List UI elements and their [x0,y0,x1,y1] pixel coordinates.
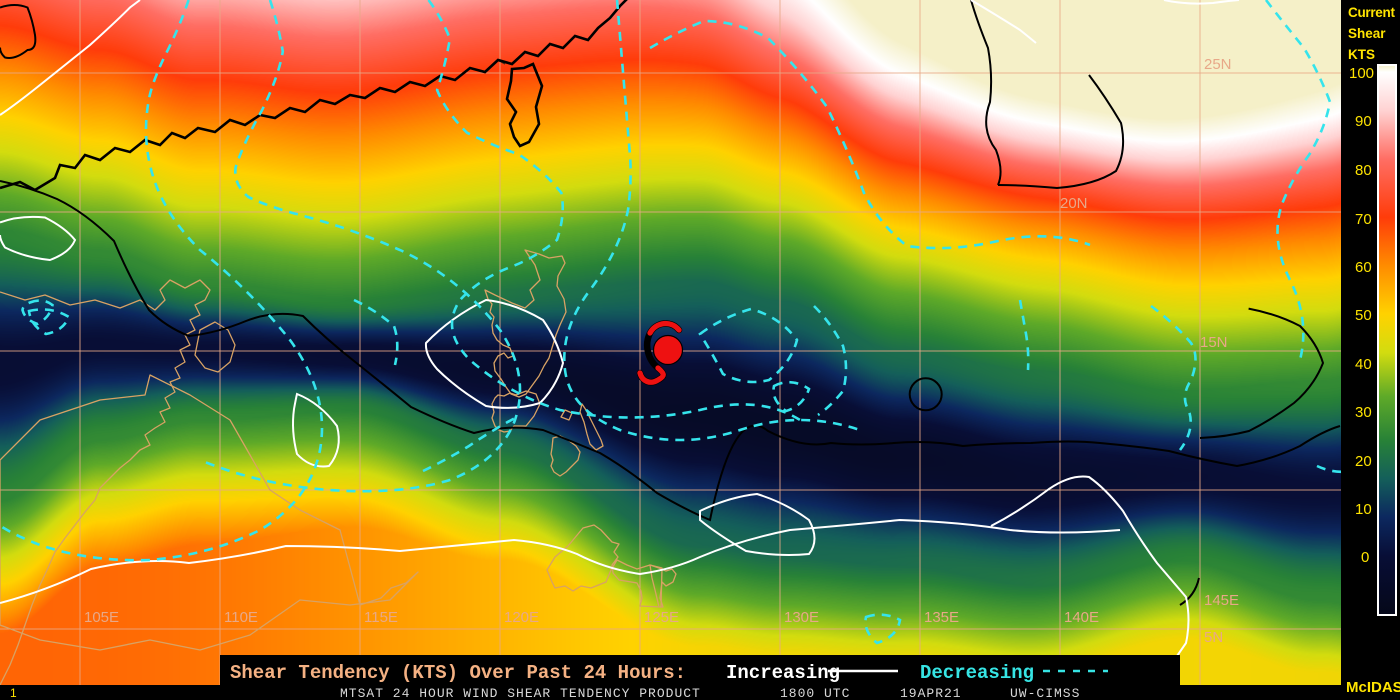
svg-text:90: 90 [1355,113,1372,130]
svg-text:5N: 5N [1204,629,1223,646]
svg-text:McIDAS: McIDAS [1346,679,1400,696]
svg-text:130E: 130E [784,609,819,626]
svg-text:105E: 105E [84,609,119,626]
svg-text:10: 10 [1355,501,1372,518]
svg-text:KTS: KTS [1348,47,1375,62]
svg-text:Increasing: Increasing [726,662,840,684]
svg-text:25N: 25N [1204,56,1232,73]
svg-text:1800 UTC: 1800 UTC [780,686,850,700]
svg-text:110E: 110E [224,609,258,626]
svg-text:1: 1 [10,686,17,700]
svg-text:Decreasing: Decreasing [920,662,1034,684]
svg-text:70: 70 [1355,211,1372,228]
svg-text:UW-CIMSS: UW-CIMSS [1010,686,1080,700]
svg-text:120E: 120E [504,609,539,626]
svg-text:60: 60 [1355,259,1372,276]
svg-text:Shear: Shear [1348,26,1386,41]
svg-text:Current: Current [1348,5,1395,20]
svg-text:40: 40 [1355,356,1372,373]
svg-text:15N: 15N [1200,334,1228,351]
svg-text:145E: 145E [1204,592,1239,609]
svg-text:19APR21: 19APR21 [900,686,962,700]
svg-text:20N: 20N [1060,195,1088,212]
svg-text:125E: 125E [644,609,679,626]
svg-text:80: 80 [1355,162,1372,179]
svg-text:140E: 140E [1064,609,1099,626]
svg-text:135E: 135E [924,609,959,626]
svg-text:115E: 115E [364,609,398,626]
svg-text:50: 50 [1355,307,1372,324]
svg-text:MTSAT 24 HOUR WIND SHEAR TENDE: MTSAT 24 HOUR WIND SHEAR TENDENCY PRODUC… [340,686,701,700]
svg-text:30: 30 [1355,404,1372,421]
svg-text:Shear Tendency (KTS) Over Past: Shear Tendency (KTS) Over Past 24 Hours: [230,662,686,684]
svg-text:0: 0 [1361,549,1369,566]
svg-text:100: 100 [1349,65,1374,82]
svg-text:20: 20 [1355,453,1372,470]
